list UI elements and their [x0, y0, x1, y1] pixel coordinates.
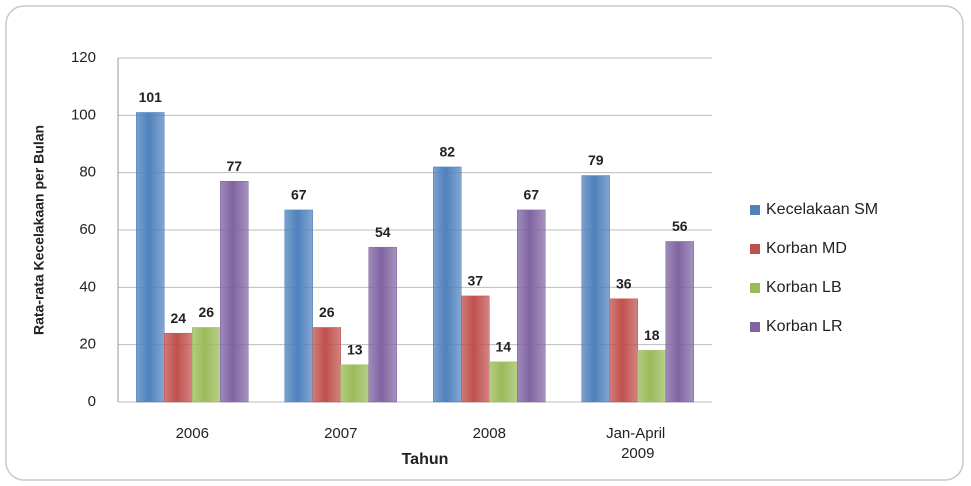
- x-tick-label: 2008: [473, 425, 506, 442]
- y-tick-label: 100: [71, 106, 96, 123]
- bar: [312, 327, 341, 403]
- bar: [136, 112, 165, 403]
- value-label: 54: [375, 224, 391, 240]
- value-label: 79: [588, 152, 604, 168]
- bar: [665, 241, 694, 403]
- value-label: 77: [226, 158, 242, 174]
- y-tick-label: 120: [71, 49, 96, 66]
- value-label: 14: [495, 339, 511, 355]
- x-axis-title: Tahun: [402, 451, 449, 468]
- bar: [220, 181, 249, 403]
- bar: [164, 332, 193, 403]
- x-tick-label: 2007: [324, 425, 357, 442]
- value-label: 67: [523, 187, 539, 203]
- bar: [368, 246, 397, 403]
- x-tick-label: 2006: [176, 425, 209, 442]
- bar: [340, 364, 369, 403]
- legend-label: Korban LB: [766, 279, 842, 296]
- y-tick-label: 60: [79, 221, 96, 238]
- bar: [433, 166, 462, 403]
- bar: [461, 295, 490, 403]
- bar: [609, 298, 638, 403]
- value-label: 56: [672, 218, 688, 234]
- y-tick-label: 0: [88, 393, 96, 410]
- value-label: 26: [319, 304, 335, 320]
- legend-swatch: [750, 244, 760, 254]
- legend-swatch: [750, 322, 760, 332]
- bar: [489, 361, 518, 403]
- value-label: 37: [467, 273, 483, 289]
- x-tick-label: Jan-April 2009: [606, 425, 669, 462]
- value-label: 82: [439, 144, 455, 160]
- y-axis-title: Rata-rata Kecelakaan per Bulan: [31, 125, 47, 335]
- value-label: 18: [644, 327, 660, 343]
- legend-label: Kecelakaan SM: [766, 201, 878, 218]
- value-label: 101: [139, 89, 163, 105]
- y-tick-label: 40: [79, 278, 96, 295]
- bar: [637, 350, 666, 403]
- legend-swatch: [750, 205, 760, 215]
- legend-swatch: [750, 283, 760, 293]
- y-tick-label: 80: [79, 164, 96, 181]
- value-label: 26: [198, 304, 214, 320]
- value-label: 67: [291, 187, 307, 203]
- value-label: 24: [170, 310, 186, 326]
- y-tick-label: 20: [79, 336, 96, 353]
- bar: [192, 327, 221, 403]
- value-label: 36: [616, 276, 632, 292]
- value-label: 13: [347, 341, 363, 357]
- legend-label: Korban LR: [766, 318, 843, 335]
- bar: [517, 209, 546, 403]
- bar: [581, 175, 610, 403]
- bar: [284, 209, 313, 403]
- legend-label: Korban MD: [766, 240, 847, 257]
